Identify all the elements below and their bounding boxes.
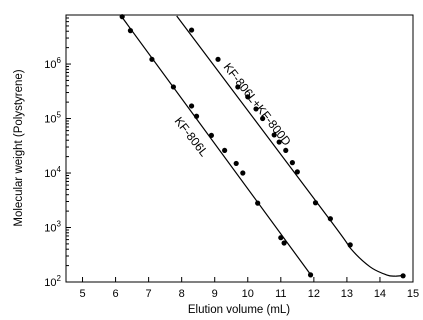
x-tick-label: 10	[242, 288, 254, 300]
series-label-kf-806l: KF-806L	[172, 114, 212, 159]
data-points	[119, 14, 406, 279]
data-point-series-1	[327, 216, 333, 222]
x-tick-label: 9	[212, 288, 218, 300]
y-axis-title: Molecular weight (Polystyrene)	[13, 69, 25, 226]
y-tick-label: 103	[44, 220, 61, 235]
x-tick-label: 7	[146, 288, 152, 300]
data-point-series-1	[253, 106, 259, 112]
x-tick-label: 5	[79, 288, 85, 300]
x-tick-label: 6	[113, 288, 119, 300]
data-point-series-0	[278, 235, 284, 241]
data-point-series-1	[276, 139, 282, 145]
data-point-series-1	[271, 132, 277, 138]
data-point-series-0	[208, 132, 215, 139]
data-point-series-0	[240, 170, 246, 176]
data-point-series-0	[255, 200, 261, 206]
x-tick-label: 8	[179, 288, 185, 300]
data-point-series-1	[188, 27, 195, 33]
x-tick-label: 14	[374, 288, 386, 300]
data-point-series-0	[222, 147, 228, 154]
series-label-kf-806l-kf-800d: KF-806L+KF-800D	[221, 60, 294, 149]
x-tick-label: 13	[341, 288, 353, 300]
data-point-series-1	[245, 94, 251, 100]
data-point-series-1	[215, 56, 221, 62]
y-tick-label: 105	[44, 111, 61, 126]
data-point-series-1	[312, 200, 319, 206]
data-point-series-1	[294, 169, 300, 175]
x-axis-title: Elution volume (mL)	[188, 304, 290, 316]
x-tick-label: 12	[308, 288, 320, 300]
data-point-series-1	[289, 160, 295, 166]
data-point-series-1	[283, 147, 289, 154]
data-point-series-1	[400, 273, 406, 279]
data-point-series-1	[347, 242, 353, 248]
plot-frame	[65, 14, 414, 283]
data-point-series-0	[127, 28, 134, 34]
data-point-series-0	[193, 113, 200, 119]
data-point-series-0	[307, 272, 314, 278]
y-tick-label: 102	[44, 274, 61, 289]
data-point-series-0	[188, 103, 195, 109]
data-point-series-1	[260, 115, 266, 122]
data-point-series-1	[235, 84, 241, 90]
x-axis: 5 6 7 8 9 10 11 12 13 14 15	[79, 277, 419, 300]
data-point-series-0	[119, 14, 125, 20]
data-point-series-0	[170, 84, 177, 90]
y-axis: 102 103 104 105 106	[44, 17, 71, 289]
data-point-series-0	[233, 160, 239, 167]
data-point-series-0	[149, 56, 155, 62]
fit-curves	[120, 14, 404, 278]
x-tick-label: 11	[275, 288, 286, 300]
fit-curve-series-1	[176, 15, 404, 277]
y-tick-label: 106	[44, 56, 61, 71]
y-tick-label: 104	[44, 165, 61, 180]
x-tick-label: 15	[407, 288, 419, 300]
data-point-series-0	[281, 240, 287, 246]
